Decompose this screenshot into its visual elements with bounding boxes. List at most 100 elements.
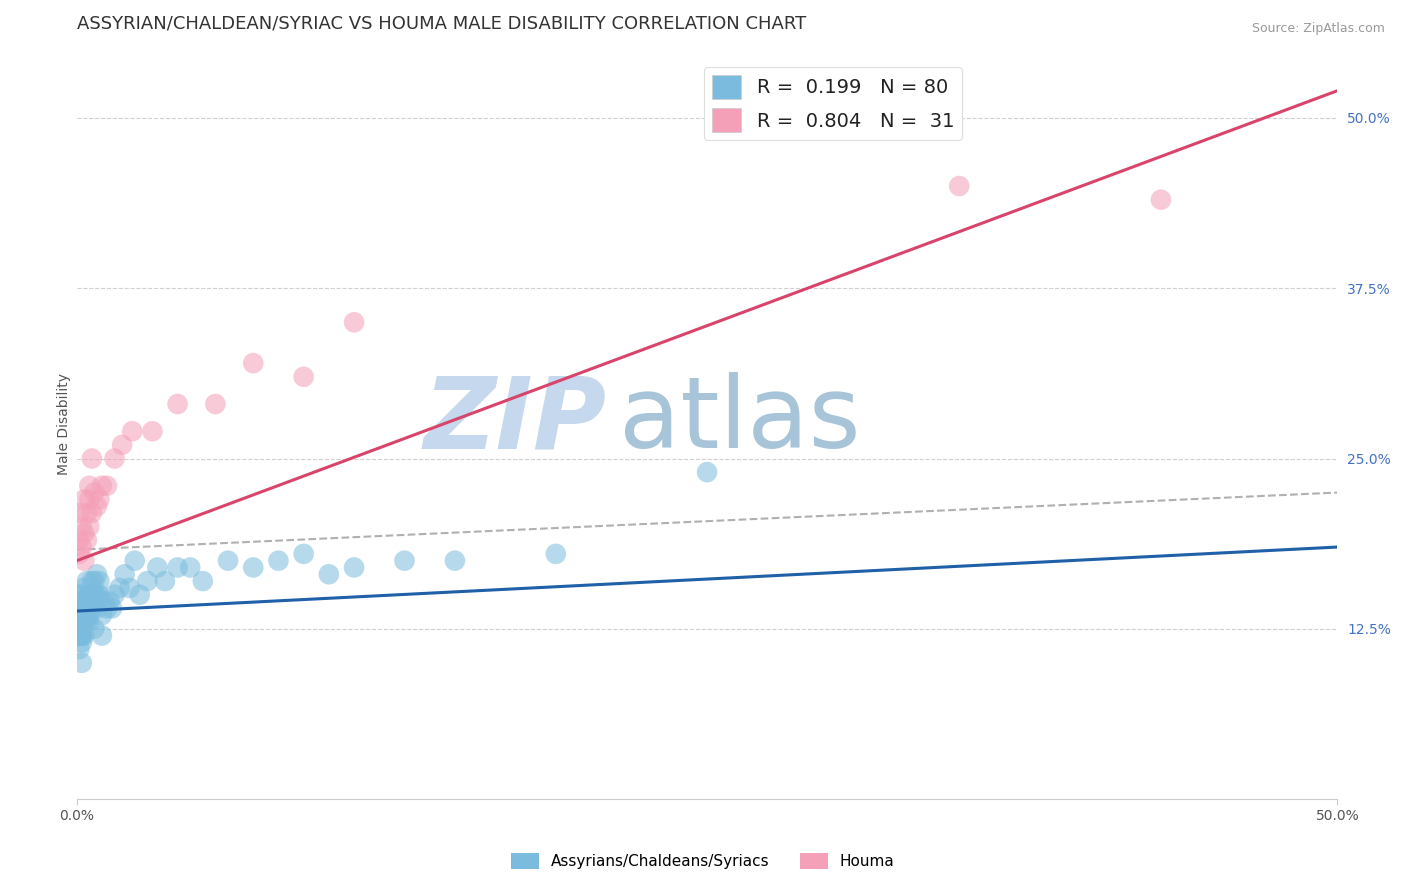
Point <box>166 560 188 574</box>
Point <box>79 594 101 608</box>
Y-axis label: Male Disability: Male Disability <box>58 374 72 475</box>
Point <box>73 492 96 507</box>
Point <box>86 588 108 602</box>
Point <box>118 581 141 595</box>
Text: Source: ZipAtlas.com: Source: ZipAtlas.com <box>1251 22 1385 36</box>
Point <box>103 588 125 602</box>
Point <box>96 601 118 615</box>
Point <box>67 608 90 623</box>
Point <box>121 424 143 438</box>
Point <box>93 594 115 608</box>
Point <box>394 554 416 568</box>
Point <box>67 642 90 657</box>
Point <box>76 594 98 608</box>
Point <box>73 615 96 629</box>
Point <box>83 588 105 602</box>
Point <box>146 560 169 574</box>
Point <box>70 594 93 608</box>
Point <box>217 554 239 568</box>
Point <box>67 615 90 629</box>
Point <box>267 554 290 568</box>
Point <box>67 601 90 615</box>
Point <box>1150 193 1173 207</box>
Point <box>166 397 188 411</box>
Point <box>67 615 90 629</box>
Point <box>696 465 718 479</box>
Point <box>83 485 105 500</box>
Point <box>242 560 264 574</box>
Point <box>83 622 105 636</box>
Point <box>67 629 90 643</box>
Point <box>80 588 103 602</box>
Point <box>191 574 214 588</box>
Point <box>98 594 121 608</box>
Point <box>343 315 366 329</box>
Point <box>108 581 131 595</box>
Point <box>70 635 93 649</box>
Point <box>73 526 96 541</box>
Point <box>79 492 101 507</box>
Point <box>292 369 315 384</box>
Point <box>91 608 114 623</box>
Point <box>73 601 96 615</box>
Point <box>111 438 134 452</box>
Point <box>79 588 101 602</box>
Point <box>73 601 96 615</box>
Point <box>76 601 98 615</box>
Point <box>89 574 111 588</box>
Point <box>153 574 176 588</box>
Point <box>179 560 201 574</box>
Point <box>128 588 150 602</box>
Point <box>67 629 90 643</box>
Point <box>136 574 159 588</box>
Point <box>141 424 163 438</box>
Point <box>67 588 90 602</box>
Point <box>73 615 96 629</box>
Point <box>80 574 103 588</box>
Point <box>242 356 264 370</box>
Point <box>544 547 567 561</box>
Point <box>70 629 93 643</box>
Point <box>96 479 118 493</box>
Legend: Assyrians/Chaldeans/Syriacs, Houma: Assyrians/Chaldeans/Syriacs, Houma <box>505 847 901 875</box>
Point <box>73 615 96 629</box>
Point <box>76 615 98 629</box>
Point <box>86 499 108 513</box>
Point <box>79 479 101 493</box>
Point <box>80 506 103 520</box>
Point <box>76 601 98 615</box>
Point <box>444 554 467 568</box>
Point <box>343 560 366 574</box>
Point <box>79 615 101 629</box>
Point <box>70 629 93 643</box>
Point <box>79 588 101 602</box>
Point <box>80 588 103 602</box>
Point <box>67 533 90 548</box>
Point <box>70 601 93 615</box>
Legend: R =  0.199   N = 80, R =  0.804   N =  31: R = 0.199 N = 80, R = 0.804 N = 31 <box>704 67 962 140</box>
Point <box>79 608 101 623</box>
Point <box>124 554 146 568</box>
Point <box>73 615 96 629</box>
Point <box>73 629 96 643</box>
Point <box>318 567 340 582</box>
Point <box>70 615 93 629</box>
Point <box>114 567 136 582</box>
Point <box>67 601 90 615</box>
Point <box>70 519 93 533</box>
Point <box>70 622 93 636</box>
Point <box>86 601 108 615</box>
Point <box>67 547 90 561</box>
Point <box>67 506 90 520</box>
Point <box>89 492 111 507</box>
Point <box>67 588 90 602</box>
Point <box>70 615 93 629</box>
Point <box>76 533 98 548</box>
Point <box>292 547 315 561</box>
Text: ASSYRIAN/CHALDEAN/SYRIAC VS HOUMA MALE DISABILITY CORRELATION CHART: ASSYRIAN/CHALDEAN/SYRIAC VS HOUMA MALE D… <box>77 15 806 33</box>
Point <box>73 594 96 608</box>
Text: ZIP: ZIP <box>423 372 606 469</box>
Point <box>80 451 103 466</box>
Point <box>83 574 105 588</box>
Point <box>73 554 96 568</box>
